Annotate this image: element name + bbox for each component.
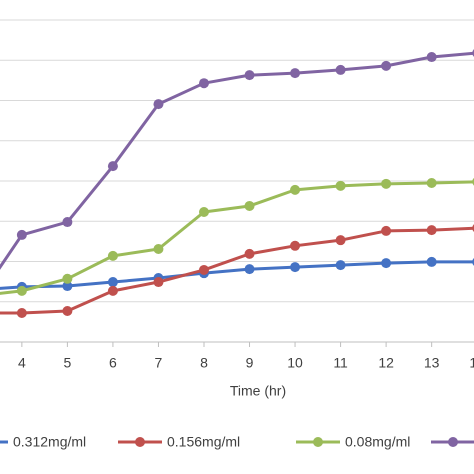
- data-point: [381, 225, 392, 236]
- x-tick-label: 5: [63, 355, 71, 371]
- legend-label: 0.312mg/ml: [13, 434, 86, 450]
- data-point: [62, 281, 73, 292]
- data-point: [16, 308, 27, 319]
- legend-swatch-marker: [135, 437, 145, 447]
- data-point: [62, 217, 73, 228]
- data-point: [335, 235, 346, 246]
- data-point: [107, 161, 118, 172]
- x-tick-label: 10: [287, 355, 303, 371]
- legend-label: 0.08mg/ml: [345, 434, 410, 450]
- data-point: [153, 99, 164, 110]
- data-point: [335, 260, 346, 271]
- series-line: [0, 260, 474, 290]
- x-axis-label: Time (hr): [230, 383, 286, 399]
- data-point: [335, 180, 346, 191]
- data-point: [426, 256, 437, 267]
- data-point: [244, 200, 255, 211]
- data-point: [62, 273, 73, 284]
- data-point: [335, 64, 346, 75]
- data-point: [290, 262, 301, 273]
- data-point: [107, 285, 118, 296]
- legend-swatch-marker: [313, 437, 323, 447]
- legend-swatch-marker: [448, 437, 458, 447]
- data-point: [244, 70, 255, 81]
- data-point: [62, 306, 73, 317]
- x-tick-label: 8: [200, 355, 208, 371]
- data-point: [290, 184, 301, 195]
- x-tick-label: 12: [378, 355, 394, 371]
- x-tick-label: 6: [109, 355, 117, 371]
- data-point: [244, 264, 255, 275]
- data-point: [198, 206, 209, 217]
- x-tick-label: 7: [155, 355, 163, 371]
- x-tick-label: 11: [333, 355, 348, 371]
- data-point: [426, 178, 437, 189]
- x-tick-label: 4: [18, 355, 26, 371]
- data-point: [290, 68, 301, 79]
- data-point: [198, 264, 209, 275]
- data-point: [153, 277, 164, 288]
- data-point: [153, 244, 164, 255]
- data-point: [290, 240, 301, 251]
- data-point: [381, 258, 392, 269]
- series-line: [0, 51, 474, 270]
- data-point: [426, 52, 437, 63]
- data-point: [16, 229, 27, 240]
- data-point: [198, 78, 209, 89]
- data-point: [107, 250, 118, 261]
- data-point: [244, 248, 255, 259]
- x-tick-label: 9: [246, 355, 254, 371]
- data-point: [381, 60, 392, 71]
- series-line: [0, 180, 474, 295]
- legend-label: 0.156mg/ml: [167, 434, 240, 450]
- x-tick-label: 14: [469, 355, 474, 371]
- data-point: [16, 285, 27, 296]
- series-line: [0, 226, 474, 315]
- x-tick-label: 13: [424, 355, 440, 371]
- data-point: [426, 225, 437, 236]
- data-point: [107, 277, 118, 288]
- data-point: [381, 178, 392, 189]
